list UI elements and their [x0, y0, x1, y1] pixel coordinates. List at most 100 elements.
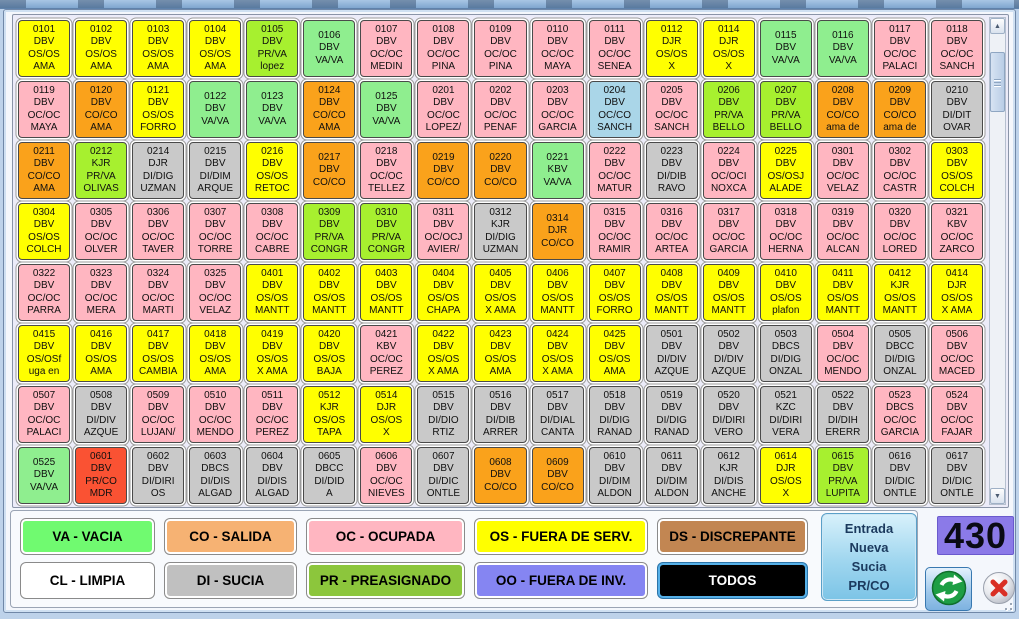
room-cell-0508[interactable]: 0508 DBV DI/DIV AZQUE: [75, 386, 128, 443]
legend-filter-os-button[interactable]: OS - FUERA DE SERV.: [475, 519, 647, 554]
legend-filter-todos-button[interactable]: TODOS: [658, 563, 807, 598]
room-cell-0410[interactable]: 0410 DBV OS/OS plafon: [759, 264, 812, 321]
room-cell-0102[interactable]: 0102 DBV OS/OS AMA: [75, 20, 128, 77]
room-cell-0423[interactable]: 0423 DBV OS/OS AMA: [474, 325, 527, 382]
room-cell-0401[interactable]: 0401 DBV OS/OS MANTT: [246, 264, 299, 321]
room-cell-0101[interactable]: 0101 DBV OS/OS AMA: [18, 20, 71, 77]
room-cell-0606[interactable]: 0606 DBV OC/OC NIEVES: [360, 447, 413, 504]
scrollbar-thumb[interactable]: [990, 52, 1005, 112]
room-cell-0207[interactable]: 0207 DBV PR/VA BELLO: [759, 81, 812, 138]
room-cell-0221[interactable]: 0221 KBV VA/VA: [531, 142, 584, 199]
room-cell-0406[interactable]: 0406 DBV OS/OS MANTT: [531, 264, 584, 321]
room-cell-0506[interactable]: 0506 DBV OC/OC MACED: [930, 325, 983, 382]
room-cell-0419[interactable]: 0419 DBV OS/OS X AMA: [246, 325, 299, 382]
room-cell-0204[interactable]: 0204 DBV OC/CO SANCH: [588, 81, 641, 138]
room-cell-0112[interactable]: 0112 DJR OS/OS X: [645, 20, 698, 77]
room-cell-0211[interactable]: 0211 DBV CO/CO AMA: [18, 142, 71, 199]
room-cell-0617[interactable]: 0617 DBV DI/DIC ONTLE: [930, 447, 983, 504]
room-cell-0605[interactable]: 0605 DBCC DI/DID A: [303, 447, 356, 504]
room-cell-0402[interactable]: 0402 DBV OS/OS MANTT: [303, 264, 356, 321]
room-cell-0217[interactable]: 0217 DBV CO/CO: [303, 142, 356, 199]
legend-filter-ds-button[interactable]: DS - DISCREPANTE: [658, 519, 807, 554]
room-cell-0522[interactable]: 0522 DBV DI/DIH ERERR: [816, 386, 869, 443]
room-cell-0520[interactable]: 0520 DBV DI/DIRI VERO: [702, 386, 755, 443]
room-cell-0502[interactable]: 0502 DBV DI/DIV AZQUE: [702, 325, 755, 382]
room-cell-0422[interactable]: 0422 DBV OS/OS X AMA: [417, 325, 470, 382]
room-cell-0510[interactable]: 0510 DBV OC/OC MENDO: [189, 386, 242, 443]
room-cell-0503[interactable]: 0503 DBCS DI/DIG ONZAL: [759, 325, 812, 382]
room-cell-0612[interactable]: 0612 KJR DI/DIS ANCHE: [702, 447, 755, 504]
room-cell-0125[interactable]: 0125 DBV VA/VA: [360, 81, 413, 138]
room-cell-0615[interactable]: 0615 DBV PR/VA LUPITA: [816, 447, 869, 504]
room-cell-0525[interactable]: 0525 DBV VA/VA: [18, 447, 71, 504]
room-cell-0319[interactable]: 0319 DBV OC/OC ALCAN: [816, 203, 869, 260]
room-cell-0107[interactable]: 0107 DBV OC/OC MEDIN: [360, 20, 413, 77]
room-cell-0614[interactable]: 0614 DJR OS/OS X: [759, 447, 812, 504]
room-cell-0110[interactable]: 0110 DBV OC/OC MAYA: [531, 20, 584, 77]
room-cell-0320[interactable]: 0320 DBV OC/OC LORED: [873, 203, 926, 260]
room-cell-0111[interactable]: 0111 DBV OC/OC SENEA: [588, 20, 641, 77]
room-cell-0123[interactable]: 0123 DBV VA/VA: [246, 81, 299, 138]
room-cell-0103[interactable]: 0103 DBV OS/OS AMA: [132, 20, 185, 77]
room-cell-0504[interactable]: 0504 DBV OC/OC MENDO: [816, 325, 869, 382]
room-cell-0312[interactable]: 0312 KJR DI/DIG UZMAN: [474, 203, 527, 260]
legend-filter-oc-button[interactable]: OC - OCUPADA: [307, 519, 464, 554]
room-cell-0305[interactable]: 0305 DBV OC/OC OLVER: [75, 203, 128, 260]
room-cell-0421[interactable]: 0421 KBV OC/OC PEREZ: [360, 325, 413, 382]
room-cell-0420[interactable]: 0420 DBV OS/OS BAJA: [303, 325, 356, 382]
room-cell-0306[interactable]: 0306 DBV OC/OC TAVER: [132, 203, 185, 260]
room-cell-0501[interactable]: 0501 DBV DI/DIV AZQUE: [645, 325, 698, 382]
room-cell-0512[interactable]: 0512 KJR OS/OS TAPA: [303, 386, 356, 443]
room-cell-0302[interactable]: 0302 DBV OC/OC CASTR: [873, 142, 926, 199]
room-cell-0222[interactable]: 0222 DBV OC/OC MATUR: [588, 142, 641, 199]
room-cell-0604[interactable]: 0604 DBV DI/DIS ALGAD: [246, 447, 299, 504]
room-cell-0118[interactable]: 0118 DBV OC/OC SANCH: [930, 20, 983, 77]
room-cell-0216[interactable]: 0216 DBV OS/OS RETOC: [246, 142, 299, 199]
room-cell-0611[interactable]: 0611 DBV DI/DIM ALDON: [645, 447, 698, 504]
room-cell-0407[interactable]: 0407 DBV OS/OS FORRO: [588, 264, 641, 321]
room-cell-0403[interactable]: 0403 DBV OS/OS MANTT: [360, 264, 413, 321]
room-cell-0505[interactable]: 0505 DBCC DI/DIG ONZAL: [873, 325, 926, 382]
room-cell-0607[interactable]: 0607 DBV DI/DIC ONTLE: [417, 447, 470, 504]
room-cell-0416[interactable]: 0416 DBV OS/OS AMA: [75, 325, 128, 382]
room-cell-0206[interactable]: 0206 DBV PR/VA BELLO: [702, 81, 755, 138]
legend-filter-oo-button[interactable]: OO - FUERA DE INV.: [475, 563, 647, 598]
resize-grip[interactable]: [1000, 598, 1012, 610]
room-cell-0105[interactable]: 0105 DBV PR/VA lopez: [246, 20, 299, 77]
room-cell-0303[interactable]: 0303 DBV OS/OS COLCH: [930, 142, 983, 199]
room-cell-0106[interactable]: 0106 DBV VA/VA: [303, 20, 356, 77]
room-cell-0219[interactable]: 0219 DBV CO/CO: [417, 142, 470, 199]
room-cell-0408[interactable]: 0408 DBV OS/OS MANTT: [645, 264, 698, 321]
legend-filter-di-button[interactable]: DI - SUCIA: [165, 563, 296, 598]
room-cell-0120[interactable]: 0120 DBV CO/CO AMA: [75, 81, 128, 138]
room-cell-0210[interactable]: 0210 DBV DI/DIT OVAR: [930, 81, 983, 138]
room-cell-0315[interactable]: 0315 DBV OC/OC RAMIR: [588, 203, 641, 260]
room-cell-0116[interactable]: 0116 DBV VA/VA: [816, 20, 869, 77]
room-cell-0121[interactable]: 0121 DBV OS/OS FORRO: [132, 81, 185, 138]
room-cell-0119[interactable]: 0119 DBV OC/OC MAYA: [18, 81, 71, 138]
room-cell-0404[interactable]: 0404 DBV OS/OS CHAPA: [417, 264, 470, 321]
room-cell-0414[interactable]: 0414 DJR OS/OS X AMA: [930, 264, 983, 321]
room-cell-0323[interactable]: 0323 DBV OC/OC MERA: [75, 264, 128, 321]
room-cell-0417[interactable]: 0417 DBV OS/OS CAMBIA: [132, 325, 185, 382]
legend-filter-va-button[interactable]: VA - VACIA: [21, 519, 154, 554]
room-cell-0214[interactable]: 0214 DJR DI/DIG UZMAN: [132, 142, 185, 199]
refresh-button[interactable]: [925, 567, 972, 611]
room-cell-0318[interactable]: 0318 DBV OC/OC HERNA: [759, 203, 812, 260]
room-cell-0117[interactable]: 0117 DBV OC/OC PALACI: [873, 20, 926, 77]
room-cell-0322[interactable]: 0322 DBV OC/OC PARRA: [18, 264, 71, 321]
room-cell-0519[interactable]: 0519 DBV DI/DIG RANAD: [645, 386, 698, 443]
room-cell-0317[interactable]: 0317 DBV OC/OC GARCIA: [702, 203, 755, 260]
room-cell-0310[interactable]: 0310 DBV PR/VA CONGR: [360, 203, 413, 260]
room-cell-0224[interactable]: 0224 DBV OC/OCI NOXCA: [702, 142, 755, 199]
room-cell-0516[interactable]: 0516 DBV DI/DIB ARRER: [474, 386, 527, 443]
room-cell-0521[interactable]: 0521 KZC DI/DIRI VERA: [759, 386, 812, 443]
legend-filter-co-button[interactable]: CO - SALIDA: [165, 519, 296, 554]
room-cell-0208[interactable]: 0208 DBV CO/CO ama de: [816, 81, 869, 138]
room-cell-0311[interactable]: 0311 DBV OC/OCJ AVIER/: [417, 203, 470, 260]
room-cell-0523[interactable]: 0523 DBCS OC/OC GARCIA: [873, 386, 926, 443]
room-cell-0601[interactable]: 0601 DBV PR/CO MDR: [75, 447, 128, 504]
room-cell-0411[interactable]: 0411 DBV OS/OS MANTT: [816, 264, 869, 321]
room-cell-0115[interactable]: 0115 DBV VA/VA: [759, 20, 812, 77]
room-cell-0509[interactable]: 0509 DBV OC/OC LUJAN/: [132, 386, 185, 443]
